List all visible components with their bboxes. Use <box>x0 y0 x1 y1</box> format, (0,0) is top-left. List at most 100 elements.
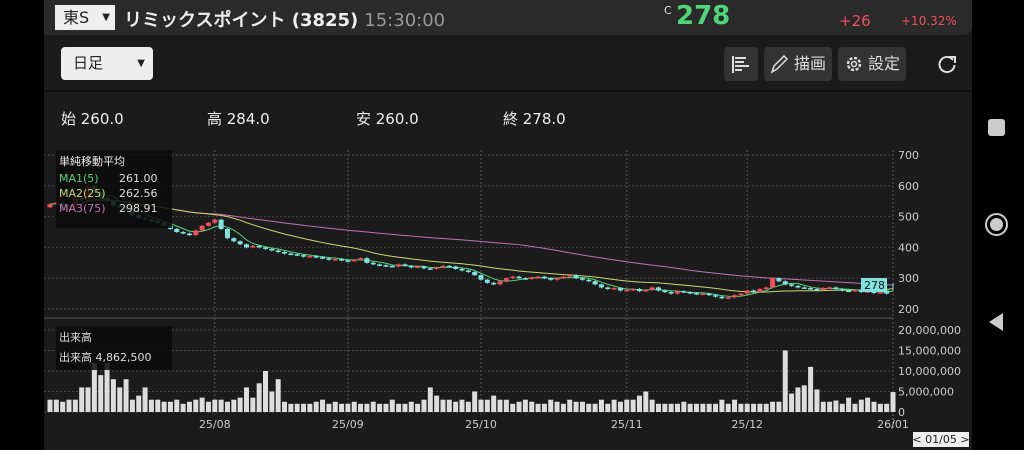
candle <box>434 267 440 269</box>
candle <box>427 268 433 270</box>
volume-bar <box>421 399 427 412</box>
ma1-value: 261.00 <box>119 172 158 185</box>
price-chart[interactable]: 700 600 500 400 300 200 20,000,000 15,000,000 10… <box>44 0 972 450</box>
settings-button[interactable]: 設定 <box>838 47 906 81</box>
volume-bar <box>307 403 313 412</box>
candle <box>744 290 750 294</box>
candle <box>377 264 383 266</box>
volume-legend: 出来高 出来高 4,862,500 <box>56 326 172 370</box>
volume-bar <box>275 379 281 412</box>
volume-bar <box>389 399 395 412</box>
volume-bar <box>301 403 307 412</box>
candle <box>320 257 326 259</box>
volume-bar <box>636 395 642 412</box>
volume-bar <box>218 399 224 412</box>
volume-bar <box>180 403 186 412</box>
volume-bar <box>649 399 655 412</box>
volume-bar <box>833 400 839 412</box>
volume-bar <box>85 387 91 412</box>
candle <box>751 290 757 293</box>
candle <box>186 233 192 236</box>
candle <box>770 278 776 288</box>
volume-bar <box>795 387 801 412</box>
volume-bar <box>713 403 719 412</box>
candle <box>586 279 592 282</box>
candle <box>814 288 820 291</box>
candle <box>573 275 579 279</box>
volume-bar <box>655 403 661 412</box>
volume-bar <box>516 401 522 412</box>
volume-bar <box>560 403 566 412</box>
recents-icon[interactable] <box>988 119 1005 136</box>
stock-name: リミックスポイント (3825) 15:30:00 <box>124 6 445 32</box>
candle <box>326 258 332 260</box>
caret-down-icon: ▼ <box>137 58 145 69</box>
volume-bar <box>383 403 389 412</box>
volume-bar <box>884 403 890 412</box>
bar-list-icon <box>732 56 749 73</box>
volume-value: 4,862,500 <box>95 351 152 364</box>
refresh-icon[interactable] <box>936 53 958 75</box>
volume-bar <box>47 399 53 412</box>
market-select[interactable]: 東S ▼ <box>55 5 115 30</box>
candle <box>47 204 53 208</box>
candle <box>579 278 585 280</box>
volume-bar <box>541 403 547 412</box>
volume-bar <box>674 403 680 412</box>
volume-bar <box>237 397 243 412</box>
candle <box>212 219 218 223</box>
volume-bar <box>243 387 249 412</box>
back-icon[interactable] <box>987 312 1005 332</box>
candle <box>231 238 237 242</box>
volume-bar <box>326 403 332 412</box>
candle <box>833 287 839 289</box>
volume-bar <box>269 391 275 412</box>
period-select[interactable]: 日足 ▼ <box>61 47 153 80</box>
volume-bar <box>72 399 78 412</box>
volume-bar <box>440 399 446 412</box>
volume-bar <box>465 401 471 412</box>
volume-bar <box>110 379 116 412</box>
candle <box>199 225 205 231</box>
volume-bar <box>611 399 617 412</box>
volume-bar <box>377 403 383 412</box>
candle <box>256 245 262 248</box>
candle <box>827 287 833 289</box>
candle <box>440 265 446 268</box>
volume-bar <box>510 403 516 412</box>
open-value: 始 260.0 <box>61 110 124 128</box>
candle <box>358 258 364 260</box>
candle <box>345 260 351 262</box>
indicator-list-button[interactable] <box>724 47 758 81</box>
volume-bar <box>294 403 300 412</box>
volume-bar <box>719 399 725 412</box>
candle <box>180 232 186 234</box>
volume-bar <box>579 401 585 412</box>
candle <box>453 266 459 269</box>
ma3-label: MA3(75) <box>59 202 106 215</box>
candle <box>884 290 890 294</box>
candle <box>491 282 497 285</box>
candle <box>516 276 522 279</box>
home-icon[interactable] <box>985 213 1008 236</box>
volume-bar <box>529 401 535 412</box>
candle <box>630 288 636 291</box>
volume-bar <box>548 399 554 412</box>
volume-bar <box>592 403 598 412</box>
candle <box>668 292 674 294</box>
candle <box>529 277 535 280</box>
draw-button[interactable]: 描画 <box>764 47 832 81</box>
toolbar: 日足 ▼ 描画 設定 <box>44 35 972 92</box>
ma1-label: MA1(5) <box>59 172 99 185</box>
volume-bar <box>396 403 402 412</box>
volume-bar <box>744 403 750 412</box>
candle <box>694 292 700 295</box>
candle <box>522 278 528 280</box>
volume-tick-label: 0 <box>898 406 905 419</box>
candle <box>624 289 630 292</box>
candle <box>598 284 604 288</box>
period-label: 日足 <box>73 54 104 72</box>
volume-bar <box>782 350 788 412</box>
volume-bar <box>415 403 421 412</box>
volume-bar <box>459 399 465 412</box>
